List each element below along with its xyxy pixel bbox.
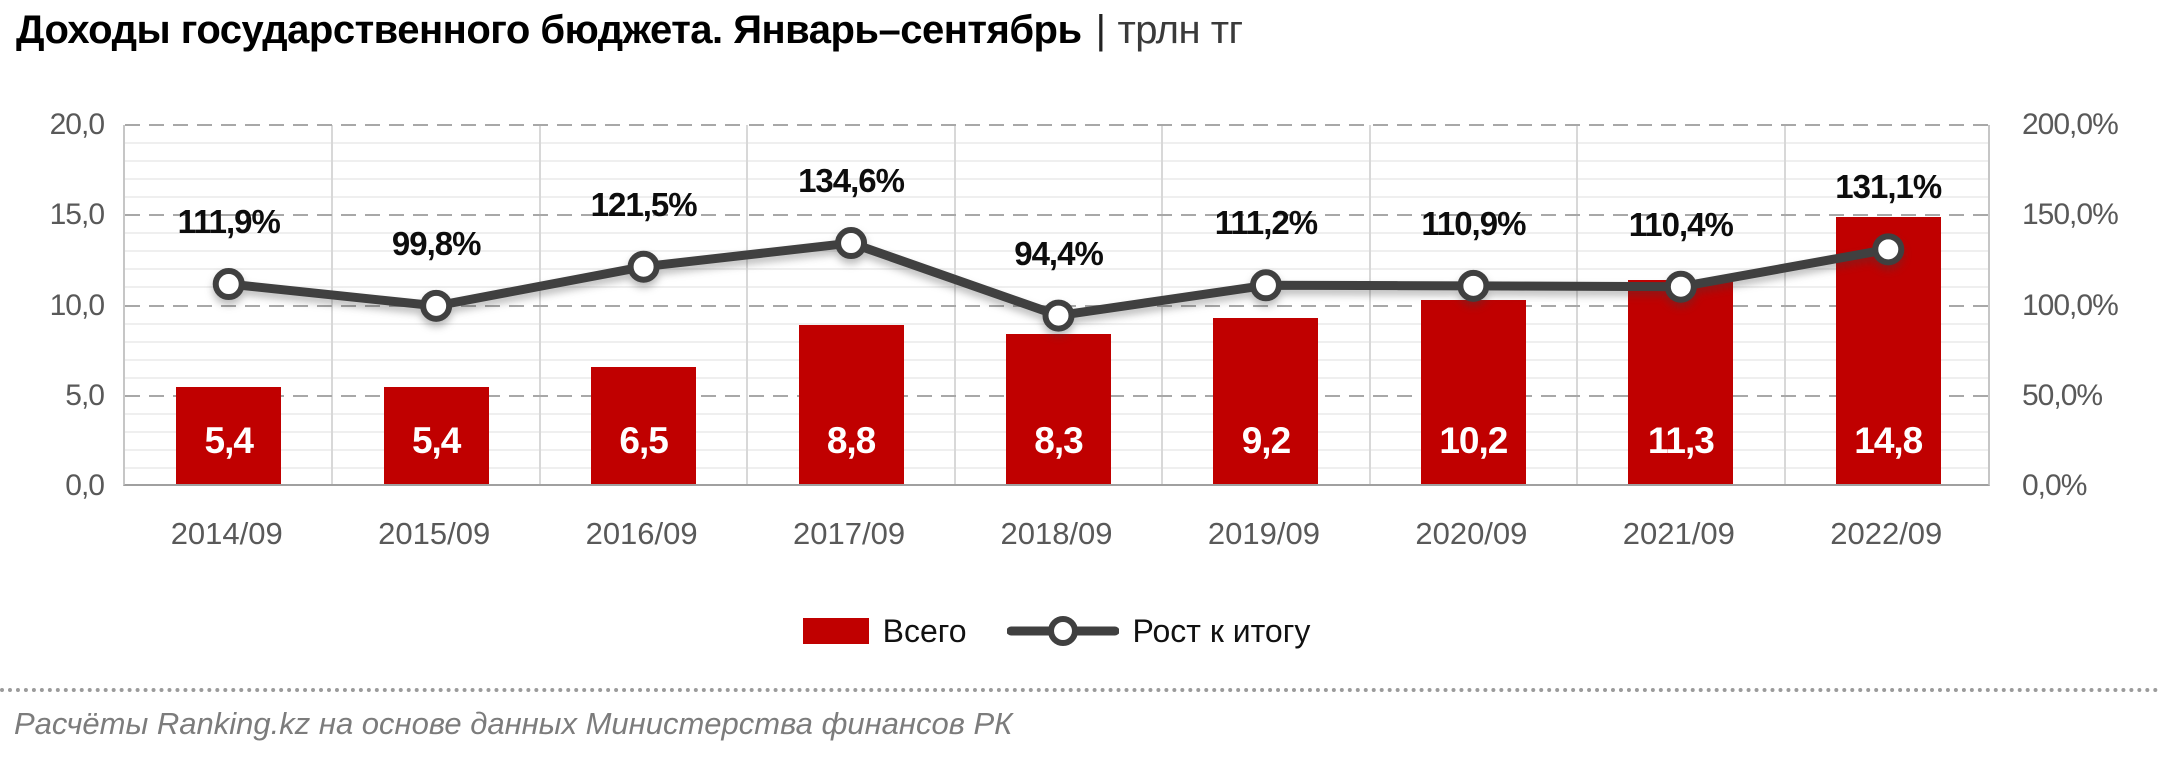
line-value-label: 94,4% xyxy=(1014,234,1104,272)
chart-title: Доходы государственного бюджета. Январь–… xyxy=(16,8,1243,53)
line-value-label: 111,2% xyxy=(1214,204,1318,242)
source-note: Расчёты Ranking.kz на основе данных Мини… xyxy=(14,706,1013,741)
minor-gridline xyxy=(125,196,1988,199)
minor-gridline xyxy=(125,160,1988,163)
line-point-marker xyxy=(835,227,868,260)
x-axis-label: 2020/09 xyxy=(1415,516,1528,551)
left-axis-tick-label: 10,0 xyxy=(49,288,105,322)
line-value-label: 110,4% xyxy=(1628,205,1734,243)
growth-line xyxy=(212,227,1905,332)
chart-title-main: Доходы государственного бюджета. Январь–… xyxy=(16,8,1082,52)
bar-value-label: 8,8 xyxy=(826,420,876,461)
bar-value-label: 5,4 xyxy=(411,420,461,461)
line-value-label: 99,8% xyxy=(391,224,482,262)
right-axis-tick-label: 150,0% xyxy=(2022,198,2119,232)
major-gridline xyxy=(125,124,1988,126)
line-marker-icon xyxy=(1006,616,1119,646)
legend-item-total: Всего xyxy=(802,612,967,650)
line-point-marker xyxy=(420,289,453,322)
right-axis-tick-label: 50,0% xyxy=(2022,378,2103,412)
x-axis-label: 2021/09 xyxy=(1622,516,1735,551)
bar-swatch-icon xyxy=(802,618,869,644)
line-point-marker xyxy=(1872,233,1905,266)
bar: 5,4 xyxy=(176,386,282,484)
bar: 10,2 xyxy=(1420,299,1526,484)
left-axis-tick-label: 5,0 xyxy=(65,378,105,412)
bar: 6,5 xyxy=(591,366,697,484)
bar-value-label: 6,5 xyxy=(619,420,668,461)
bar: 5,4 xyxy=(383,386,489,484)
bar: 8,8 xyxy=(798,325,904,484)
x-axis-label: 2017/09 xyxy=(793,516,906,551)
bar-value-label: 14,8 xyxy=(1854,420,1923,461)
legend-growth-label: Рост к итогу xyxy=(1132,612,1311,649)
separator-line xyxy=(0,688,2160,692)
legend: Всего Рост к итогу xyxy=(123,610,1990,652)
x-axis-label: 2019/09 xyxy=(1207,516,1320,551)
x-axis-label: 2015/09 xyxy=(378,516,491,551)
bar: 9,2 xyxy=(1213,317,1319,484)
minor-gridline xyxy=(125,178,1988,181)
bar-value-label: 11,3 xyxy=(1647,420,1715,461)
minor-gridline xyxy=(125,250,1988,253)
line-value-label: 134,6% xyxy=(798,162,905,200)
line-value-label: 131,1% xyxy=(1835,168,1942,206)
line-value-label: 121,5% xyxy=(590,185,698,223)
line-point-marker xyxy=(1457,269,1490,302)
bar-value-label: 5,4 xyxy=(204,420,254,461)
minor-gridline xyxy=(125,142,1988,145)
legend-total-label: Всего xyxy=(882,612,967,649)
x-axis-label: 2014/09 xyxy=(170,516,283,551)
x-axis-label: 2022/09 xyxy=(1830,516,1943,551)
bar: 14,8 xyxy=(1835,216,1941,484)
legend-item-growth: Рост к итогу xyxy=(1006,611,1311,651)
line-point-marker xyxy=(1664,270,1697,303)
line-point-marker xyxy=(1042,299,1075,332)
chart-title-unit: трлн тг xyxy=(1117,8,1243,52)
x-axis-label: 2016/09 xyxy=(585,516,698,551)
bar-value-label: 9,2 xyxy=(1241,420,1291,461)
major-gridline xyxy=(125,214,1988,217)
bar: 8,3 xyxy=(1006,334,1111,484)
right-axis-tick-label: 100,0% xyxy=(2022,288,2119,322)
right-axis-tick-label: 0,0% xyxy=(2022,469,2087,502)
line-point-marker xyxy=(1249,269,1282,302)
line-value-label: 111,9% xyxy=(177,203,281,241)
left-axis-tick-label: 20,0 xyxy=(49,108,105,141)
line-point-marker xyxy=(627,250,660,283)
line-point-marker xyxy=(212,268,245,301)
bar-value-label: 8,3 xyxy=(1034,420,1083,461)
minor-gridline xyxy=(125,286,1988,289)
minor-gridline xyxy=(125,232,1988,235)
bar: 11,3 xyxy=(1628,280,1734,484)
title-separator: | xyxy=(1095,8,1106,52)
x-axis-label: 2018/09 xyxy=(1000,516,1113,551)
bar-value-label: 10,2 xyxy=(1439,420,1508,461)
plot-area: 5,4 5,4 6,5 8,8 8,3 9,2 10,2 11,3 14,8 111,9% 99,8… xyxy=(123,124,1990,486)
minor-gridline xyxy=(125,268,1988,271)
line-value-label: 110,9% xyxy=(1421,204,1526,242)
left-axis-tick-label: 0,0 xyxy=(65,469,105,502)
left-axis-tick-label: 15,0 xyxy=(49,198,105,232)
right-axis-tick-label: 200,0% xyxy=(2022,108,2119,141)
